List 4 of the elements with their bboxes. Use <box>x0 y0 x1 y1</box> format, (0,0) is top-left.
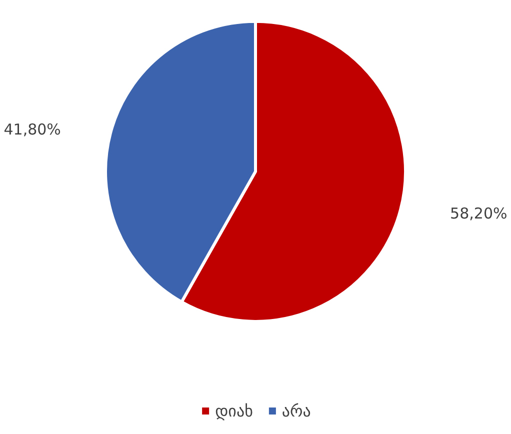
legend-label: არა <box>282 402 311 420</box>
data-label: 41,80% <box>4 120 61 138</box>
data-label: 58,20% <box>450 204 508 222</box>
legend-label: დიახ <box>215 402 253 420</box>
